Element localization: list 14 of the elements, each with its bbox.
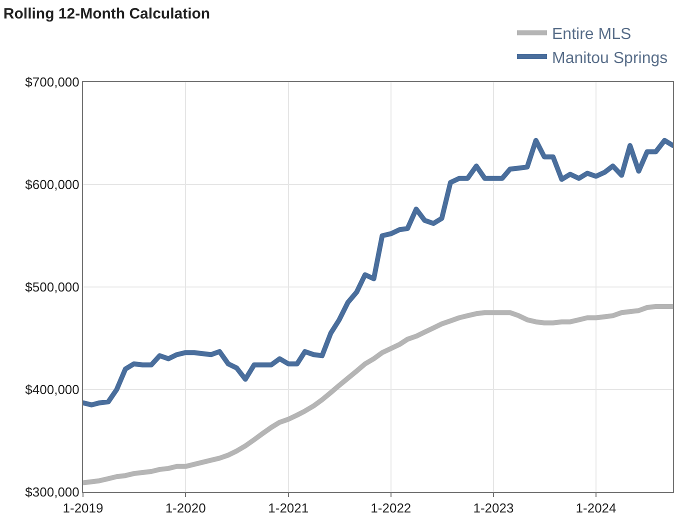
legend-label: Manitou Springs bbox=[552, 50, 668, 67]
y-tick-label: $600,000 bbox=[25, 177, 80, 192]
y-tick-label: $400,000 bbox=[25, 382, 80, 398]
legend-label: Entire MLS bbox=[552, 26, 632, 43]
x-tick-label: 1-2020 bbox=[165, 500, 206, 516]
x-tick-label: 1-2021 bbox=[268, 500, 309, 516]
y-tick-label: $500,000 bbox=[25, 280, 80, 295]
x-tick-label: 1-2019 bbox=[62, 500, 104, 516]
x-tick-label: 1-2024 bbox=[576, 500, 616, 516]
chart-title: Rolling 12-Month Calculation bbox=[3, 5, 210, 22]
x-tick-label: 1-2022 bbox=[370, 500, 412, 516]
y-tick-label: $700,000 bbox=[25, 74, 80, 90]
x-tick-label: 1-2023 bbox=[473, 500, 514, 516]
y-tick-label: $300,000 bbox=[25, 484, 80, 500]
